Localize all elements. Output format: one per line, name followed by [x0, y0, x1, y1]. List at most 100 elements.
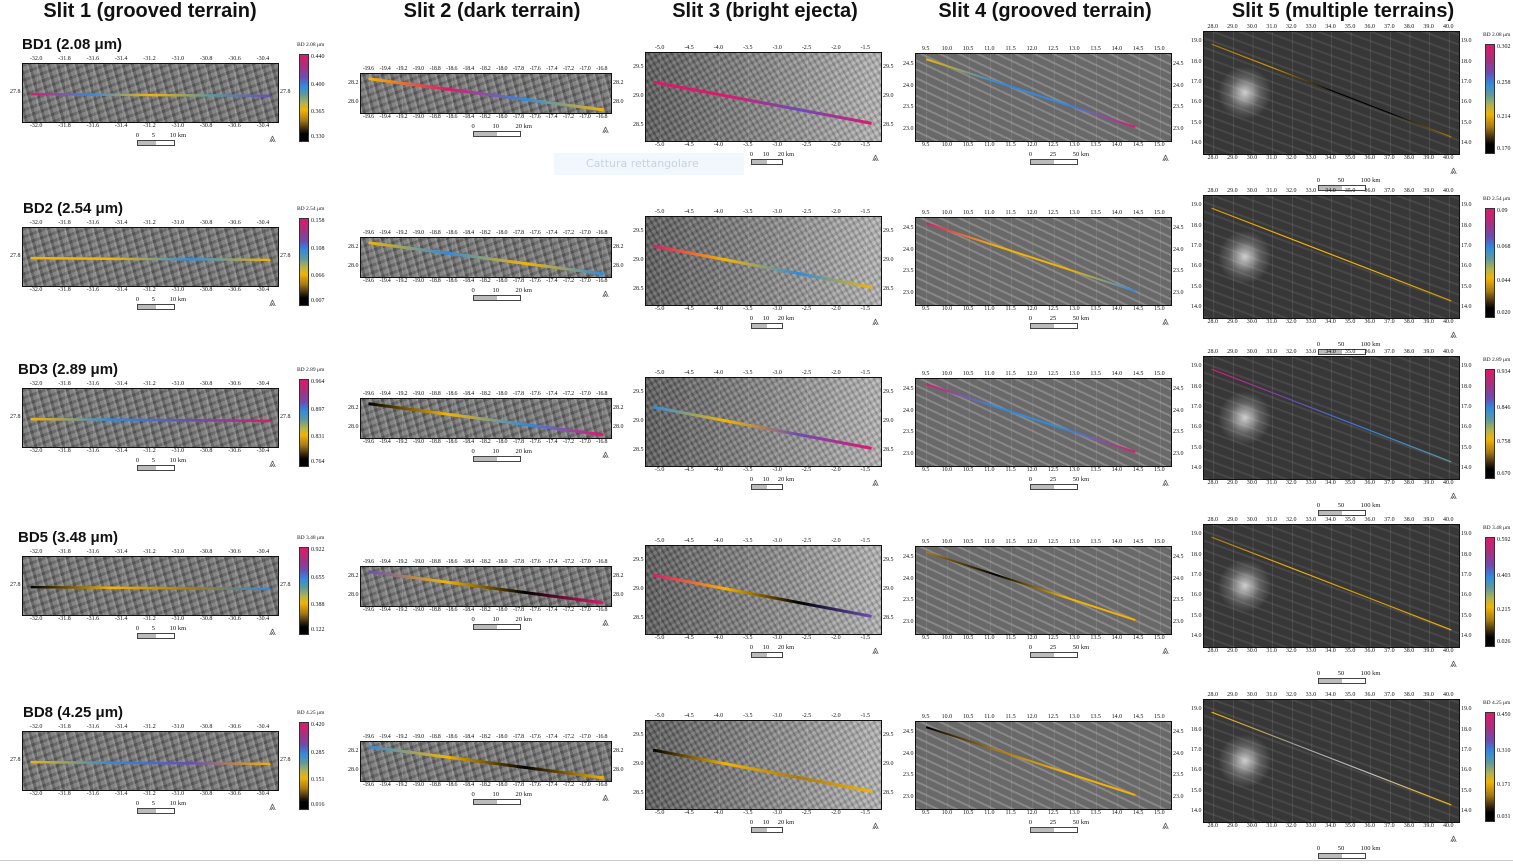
north-arrow-icon: ⩓ — [1450, 488, 1457, 502]
x-tick-label-bottom: 15.0 — [1154, 306, 1165, 312]
scale-label: 0 — [1316, 670, 1320, 677]
x-tick-label-top: -31.6 — [86, 381, 100, 387]
x-tick-label-top: -31.0 — [171, 56, 185, 62]
scale-label: 20 km — [515, 616, 532, 623]
scale-bar — [1317, 678, 1366, 684]
x-tick-label-bottom: -2.5 — [801, 810, 812, 816]
x-tick-label-top: -31.2 — [143, 56, 156, 62]
x-tick-label-top: -19.6 — [362, 66, 374, 72]
y-tick-label-left: 23.0 — [903, 794, 914, 801]
scale-label: 50 km — [1072, 476, 1090, 483]
north-arrow-icon: ⩓ — [602, 790, 609, 804]
x-tick-label-top: 31.0 — [1266, 188, 1277, 194]
y-tick-label-right: 15.0 — [1461, 119, 1472, 126]
x-tick-label-bottom: 11.5 — [1005, 810, 1016, 816]
x-tick-label-top: -2.0 — [831, 370, 841, 376]
colorbar-tick-label: 0.09 — [1497, 208, 1508, 215]
scale-bar — [472, 295, 521, 301]
map-panel — [22, 388, 279, 448]
x-tick-label-bottom: 35.0 — [1344, 319, 1356, 325]
north-arrow-icon: ⩓ — [602, 615, 609, 629]
x-tick-label-bottom: 33.0 — [1305, 319, 1317, 325]
x-tick-label-bottom: 9.5 — [921, 467, 930, 473]
x-tick-label-bottom: 30.0 — [1246, 319, 1258, 325]
x-tick-label-top: -19.4 — [379, 559, 391, 565]
y-tick-label-left: 19.0 — [1191, 202, 1202, 209]
slit-trace-overlay — [925, 54, 1161, 141]
scale-bar — [750, 323, 783, 329]
x-tick-label-top: -16.8 — [596, 66, 608, 72]
x-tick-label-bottom: 13.0 — [1069, 467, 1080, 473]
x-tick-label-bottom: -3.5 — [743, 635, 753, 641]
slit-trace-overlay — [30, 389, 271, 447]
scale-label: 10 km — [169, 800, 187, 807]
slit-trace-overlay — [368, 238, 604, 277]
colorbar-title: BD 2.54 μm — [297, 206, 325, 212]
y-tick-label-left: 29.5 — [633, 227, 644, 234]
x-tick-label-top: 11.5 — [1005, 210, 1016, 216]
scale-label: 20 km — [515, 123, 532, 130]
x-tick-label-bottom: -32.0 — [29, 791, 43, 797]
x-tick-label-bottom: 11.5 — [1005, 467, 1016, 473]
row-label: BD1 (2.08 μm) — [22, 36, 123, 53]
x-tick-label-top: -19.4 — [379, 734, 391, 740]
x-tick-label-top: 13.0 — [1069, 210, 1080, 216]
y-tick-label-right: 14.0 — [1461, 464, 1472, 471]
x-tick-label-top: -17.4 — [546, 66, 558, 72]
x-tick-label-bottom: -4.0 — [713, 467, 724, 473]
x-tick-label-bottom: 30.0 — [1246, 648, 1258, 654]
x-tick-label-top: 40.0 — [1442, 24, 1454, 30]
x-tick-label-bottom: -5.0 — [654, 142, 665, 148]
x-tick-label-bottom: -16.8 — [596, 607, 608, 613]
x-tick-label-top: 32.0 — [1286, 692, 1297, 698]
x-tick-label-top: -31.6 — [86, 724, 100, 730]
x-tick-label-bottom: -17.8 — [512, 278, 524, 284]
x-tick-label-bottom: 40.0 — [1442, 480, 1454, 486]
x-tick-label-top: 34.0 — [1325, 188, 1336, 194]
x-tick-label-bottom: -3.0 — [772, 635, 782, 641]
x-tick-label-bottom: -18.8 — [429, 782, 441, 788]
scale-label: 10 — [492, 123, 500, 130]
x-tick-label-bottom: -30.4 — [256, 616, 270, 622]
y-tick-label-right: 18.0 — [1461, 551, 1472, 558]
x-tick-label-top: -19.0 — [412, 559, 424, 565]
x-tick-label-top: 31.0 — [1266, 349, 1277, 355]
y-tick-label-right: 27.8 — [280, 757, 291, 763]
x-tick-label-bottom: 13.0 — [1069, 306, 1080, 312]
y-tick-label-left: 28.0 — [348, 592, 359, 599]
x-tick-label-top: -2.0 — [831, 45, 841, 51]
map-panel — [22, 63, 279, 123]
x-tick-label-bottom: -31.6 — [86, 287, 100, 293]
x-tick-label-top: -1.5 — [860, 45, 871, 51]
x-tick-label-top: 14.0 — [1111, 539, 1123, 545]
x-tick-label-bottom: 14.5 — [1132, 635, 1144, 641]
x-tick-label-bottom: 38.0 — [1403, 823, 1415, 829]
x-tick-label-bottom: 28.0 — [1207, 648, 1219, 654]
x-tick-label-bottom: -18.8 — [429, 114, 441, 120]
x-tick-label-top: 34.0 — [1325, 517, 1336, 523]
x-tick-label-bottom: 40.0 — [1442, 155, 1454, 161]
x-tick-label-top: -5.0 — [654, 370, 665, 376]
x-tick-label-bottom: 10.5 — [962, 306, 974, 312]
y-tick-label-right: 23.5 — [1173, 597, 1184, 604]
x-tick-label-bottom: 34.0 — [1325, 648, 1336, 654]
y-tick-label-right: 18.0 — [1461, 383, 1472, 390]
x-tick-label-top: 37.0 — [1384, 692, 1395, 698]
scale-label: 25 — [1049, 644, 1057, 651]
x-tick-label-bottom: -19.6 — [362, 114, 374, 120]
x-tick-label-top: -2.5 — [801, 209, 812, 215]
map-panel — [1203, 31, 1460, 155]
x-tick-label-bottom: 12.0 — [1026, 635, 1038, 641]
x-tick-label-bottom: 28.0 — [1207, 155, 1219, 161]
x-tick-label-bottom: -3.5 — [743, 142, 753, 148]
x-tick-label-bottom: -17.8 — [512, 114, 524, 120]
x-tick-label-top: -31.0 — [171, 549, 185, 555]
scale-bar — [136, 140, 175, 146]
colorbar — [299, 722, 309, 810]
x-tick-label-top: -30.8 — [199, 56, 213, 62]
slit-trace-overlay — [30, 64, 271, 122]
x-tick-label-bottom: 30.0 — [1246, 155, 1258, 161]
y-tick-label-left: 18.0 — [1191, 383, 1202, 390]
x-tick-label-bottom: 32.0 — [1286, 648, 1297, 654]
scale-label: 0 — [749, 476, 753, 483]
